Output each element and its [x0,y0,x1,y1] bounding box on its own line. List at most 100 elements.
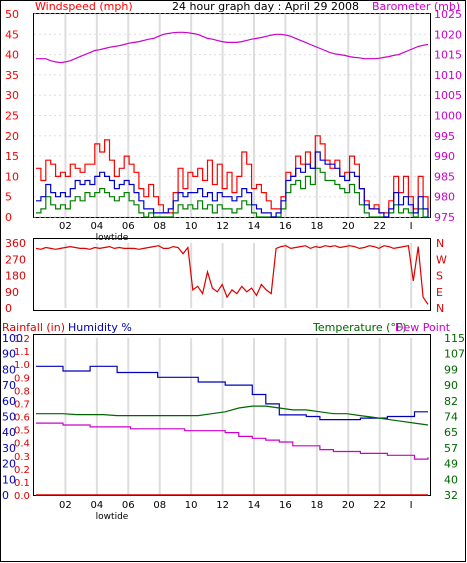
windspeed-tick-label: 10 [5,170,19,183]
humidity-tick-label: 90 [2,348,16,361]
x-tick-label: 08 [153,221,166,232]
barometer-tick-label: 1005 [434,89,462,102]
x-tick-label: 04 [90,500,103,511]
temperature-line [36,405,429,426]
x-tick-label: 04 [90,221,103,232]
humidity-axis-label: Humidity % [68,321,132,334]
barometer-line [36,31,429,64]
barometer-tick-label: 1025 [434,8,462,21]
windspeed-tick-label: 30 [5,89,19,102]
rainfall-tick-label: 0.8 [14,386,30,397]
x-tick-label: 16 [279,221,292,232]
rainfall-tick-label: 0.6 [14,413,30,424]
temperature-axis-label: Temperature (°F) [312,321,407,334]
direction-compass-tick: S [436,270,443,283]
temperature-tick-label: 82 [444,395,458,408]
humidity-tick-label: 70 [2,379,16,392]
windspeed-tick-label: 45 [5,28,19,41]
humidity-line [36,365,428,421]
rainfall-tick-label: 0.2 [14,465,30,476]
direction-compass-tick: E [436,286,443,299]
lowtide-marker: lowtide [96,512,129,522]
humidity-tick-label: 80 [2,363,16,376]
windspeed-tick-label: 0 [5,211,12,224]
direction-degree-tick: 0 [5,302,12,315]
x-tick-label: 22 [373,500,386,511]
barometer-tick-label: 980 [434,191,455,204]
direction-compass-tick: W [436,253,447,266]
temperature-tick-label: 90 [444,379,458,392]
temperature-tick-label: 57 [444,442,458,455]
temperature-tick-label: 74 [444,411,458,424]
x-tick-label: 14 [248,221,261,232]
grid-layer [34,13,430,495]
rainfall-tick-label: 1.2 [14,334,30,345]
barometer-tick-label: 1010 [434,69,462,82]
barometer-tick-label: 990 [434,150,455,163]
windspeed-tick-label: 5 [5,191,12,204]
barometer-tick-label: 1000 [434,110,462,123]
temperature-tick-label: 32 [444,489,458,502]
chart-title: 24 hour graph day : April 29 2008 [172,0,359,13]
humidity-tick-label: 40 [2,426,16,439]
lowtide-marker: lowtide [96,233,129,243]
x-tick-label: 06 [122,500,135,511]
windspeed-tick-label: 35 [5,69,19,82]
rainfall-tick-label: 1.1 [14,347,30,358]
x-tick-label: 06 [122,221,135,232]
wind-average-line [36,151,429,218]
x-tick-label: 10 [185,221,198,232]
rainfall-axis-label: Rainfall (in) [2,321,65,334]
rainfall-tick-label: 0.0 [14,491,30,502]
x-tick-label: 20 [342,221,355,232]
temperature-tick-label: 99 [444,363,458,376]
x-tick-label: 18 [310,221,323,232]
barometer-tick-label: 1020 [434,28,462,41]
humidity-tick-label: 60 [2,395,16,408]
dewpoint-axis-label: Dew Point [395,321,451,334]
rainfall-tick-label: 0.7 [14,399,30,410]
rainfall-tick-label: 0.1 [14,478,30,489]
direction-degree-tick: 180 [5,270,26,283]
barometer-tick-label: 995 [434,130,455,143]
rainfall-tick-label: 0.4 [14,439,30,450]
windspeed-tick-label: 50 [5,8,19,21]
direction-degree-tick: 90 [5,286,19,299]
windspeed-tick-label: 25 [5,110,19,123]
humidity-tick-label: 30 [2,442,16,455]
x-tick-label: I [410,221,413,232]
humidity-tick-label: 0 [2,489,9,502]
temperature-tick-label: 65 [444,426,458,439]
windspeed-tick-label: 15 [5,150,19,163]
barometer-tick-label: 975 [434,211,455,224]
wind-baro-panel-frame [33,13,431,218]
temperature-tick-label: 40 [444,473,458,486]
x-tick-label: I [410,500,413,511]
x-tick-label: 02 [59,221,72,232]
x-tick-label: 10 [185,500,198,511]
humidity-tick-label: 50 [2,411,16,424]
windspeed-tick-label: 40 [5,49,19,62]
rainfall-tick-label: 1.0 [14,360,30,371]
x-tick-label: 02 [59,500,72,511]
direction-compass-tick: N [436,237,444,250]
x-tick-label: 18 [310,500,323,511]
wind-direction-line [35,244,429,305]
barometer-tick-label: 1015 [434,49,462,62]
temperature-tick-label: 49 [444,458,458,471]
barometer-tick-label: 985 [434,170,455,183]
wind-direction-panel-frame [33,238,431,311]
barometer-axis-label: Barometer (mb) [372,0,460,13]
windspeed-axis-label: Windspeed (mph) [35,0,133,13]
direction-degree-tick: 270 [5,253,26,266]
windspeed-tick-label: 20 [5,130,19,143]
x-tick-label: 22 [373,221,386,232]
x-tick-label: 08 [153,500,166,511]
x-tick-label: 14 [248,500,261,511]
direction-degree-tick: 360 [5,237,26,250]
x-tick-label: 12 [216,221,229,232]
x-tick-label: 20 [342,500,355,511]
